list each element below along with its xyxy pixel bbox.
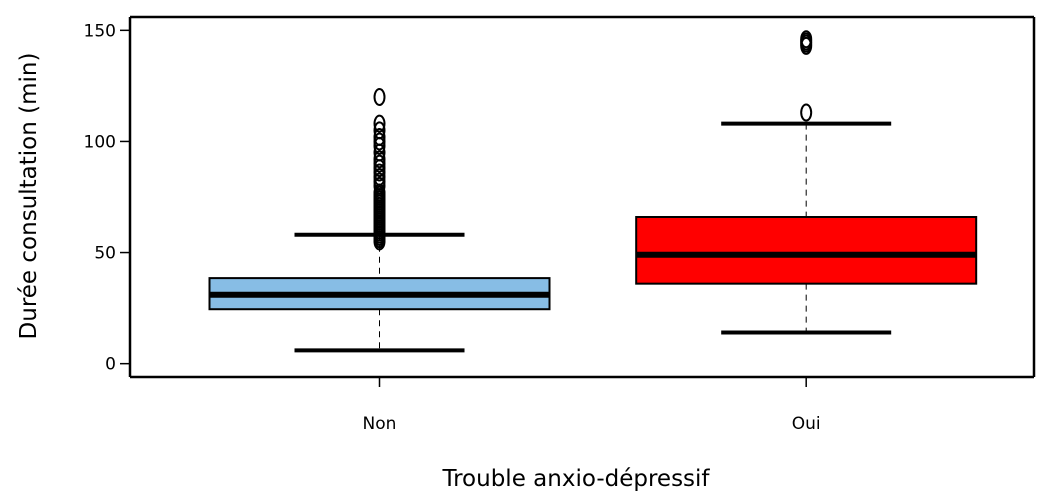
outlier-point-Non-33 [373, 128, 386, 146]
y-tick-label-0: 0 [105, 355, 116, 375]
y-tick-label-100: 100 [84, 132, 116, 152]
outlier-point-Non-36 [373, 88, 386, 106]
box-group-Oui [635, 30, 978, 335]
box-iqr-Oui [635, 216, 978, 285]
y-tick-label-50: 50 [94, 244, 116, 264]
outlier-point-Non-29 [373, 150, 386, 169]
box-group-Non [208, 88, 551, 353]
outlier-point-Non-34 [373, 121, 386, 140]
outlier-point-Non-35 [373, 114, 386, 133]
y-tick-label-150: 150 [84, 21, 116, 41]
outlier-point-Oui-4 [800, 30, 813, 49]
x-axis-title: Trouble anxio-dépressif [441, 466, 710, 492]
x-tick-label-Oui: Oui [792, 414, 821, 434]
y-axis-title: Durée consultation (min) [16, 53, 42, 340]
x-tick-label-Non: Non [363, 414, 397, 434]
outlier-point-Oui-0 [800, 103, 813, 122]
